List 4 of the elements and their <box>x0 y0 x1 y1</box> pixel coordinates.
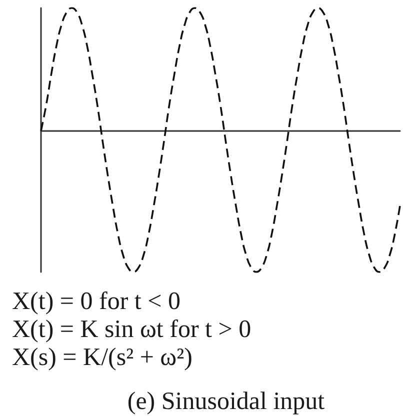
text: X(s) = K/(s² + ω²) <box>12 344 192 372</box>
text: X(t) = 0 for t < 0 <box>12 288 180 316</box>
text: (e) Sinusoidal input <box>127 388 325 416</box>
text: X(t) = K sin ωt for t > 0 <box>12 316 252 344</box>
